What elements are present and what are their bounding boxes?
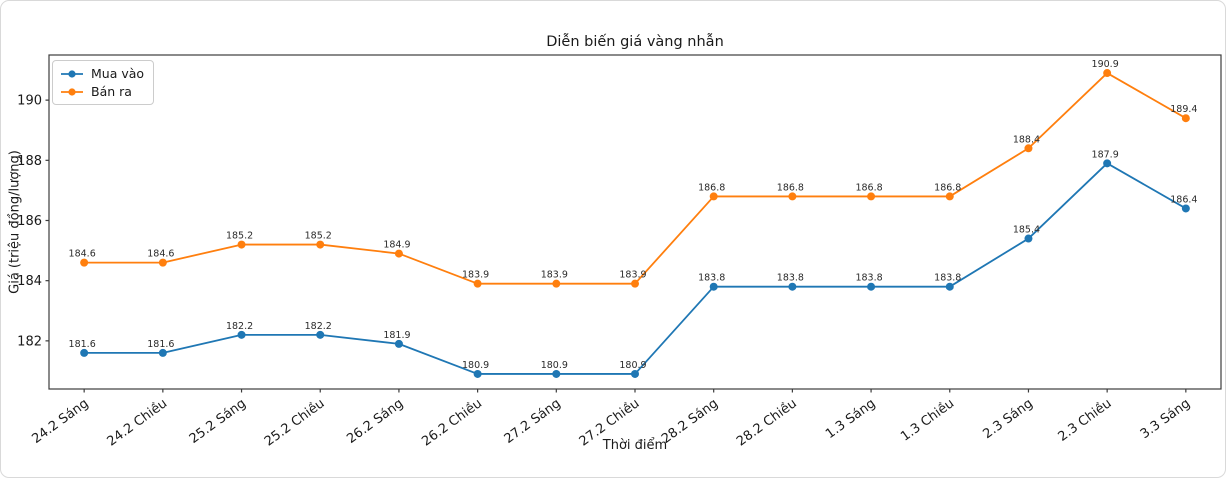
series-line-mua-vào bbox=[84, 162, 1187, 375]
data-point-label: 186.8 bbox=[698, 182, 725, 193]
legend-marker-buy-icon bbox=[61, 69, 83, 78]
data-point bbox=[788, 282, 797, 291]
data-point-label: 183.8 bbox=[855, 273, 882, 284]
legend-item-sell: Bán ra bbox=[60, 84, 144, 99]
data-point bbox=[631, 369, 639, 378]
data-point bbox=[631, 279, 639, 288]
y-tick-label: 182 bbox=[17, 334, 42, 349]
data-point-label: 183.8 bbox=[777, 273, 804, 284]
data-point-label: 183.9 bbox=[541, 270, 568, 281]
data-point bbox=[237, 330, 246, 339]
data-point-label: 189.4 bbox=[1170, 104, 1197, 115]
data-point bbox=[80, 348, 89, 357]
data-point bbox=[1024, 234, 1033, 243]
data-point bbox=[316, 330, 325, 339]
data-point-label: 182.2 bbox=[305, 321, 332, 332]
data-point-label: 183.8 bbox=[934, 273, 961, 284]
x-axis-label: Thời điểm bbox=[602, 438, 668, 453]
data-point-label: 184.9 bbox=[383, 240, 410, 251]
data-point bbox=[1103, 159, 1112, 168]
data-point bbox=[1024, 144, 1033, 153]
data-point-label: 181.6 bbox=[69, 339, 96, 350]
data-point-label: 186.8 bbox=[934, 182, 961, 193]
data-point bbox=[158, 258, 167, 267]
data-point bbox=[552, 279, 561, 288]
data-point-label: 190.9 bbox=[1092, 59, 1119, 70]
legend-item-buy: Mua vào bbox=[60, 66, 144, 81]
data-point bbox=[867, 192, 876, 201]
x-tick-label: 1.3 Sáng bbox=[823, 396, 878, 442]
data-point-label: 180.9 bbox=[462, 360, 489, 371]
data-point bbox=[1103, 69, 1112, 78]
data-point bbox=[394, 249, 403, 258]
data-point-label: 182.2 bbox=[226, 321, 253, 332]
data-point bbox=[237, 240, 246, 249]
data-point-label: 186.4 bbox=[1170, 194, 1197, 205]
data-point-label: 181.6 bbox=[147, 339, 174, 350]
data-point-label: 184.6 bbox=[147, 249, 174, 260]
data-point-label: 181.9 bbox=[383, 330, 410, 341]
data-point-label: 185.4 bbox=[1013, 225, 1040, 236]
data-point bbox=[709, 282, 718, 291]
data-point-label: 183.8 bbox=[698, 273, 725, 284]
data-point bbox=[1181, 204, 1190, 213]
data-point bbox=[158, 348, 167, 357]
legend-label-buy: Mua vào bbox=[91, 66, 145, 81]
data-point bbox=[945, 192, 954, 201]
data-point-label: 184.6 bbox=[69, 249, 96, 260]
data-point-label: 186.8 bbox=[855, 182, 882, 193]
data-point-label: 183.9 bbox=[462, 270, 489, 281]
data-point-label: 180.9 bbox=[541, 360, 568, 371]
x-tick-label: 3.3 Sáng bbox=[1138, 396, 1193, 442]
data-point bbox=[867, 282, 876, 291]
data-point bbox=[709, 192, 718, 201]
data-point-label: 185.2 bbox=[305, 231, 332, 242]
series-line-bán-ra bbox=[84, 72, 1187, 285]
x-tick-label: 2.3 Sáng bbox=[980, 396, 1035, 442]
data-point bbox=[1181, 114, 1190, 123]
data-point-label: 187.9 bbox=[1092, 149, 1119, 160]
legend: Mua vào Bán ra bbox=[52, 60, 155, 105]
legend-label-sell: Bán ra bbox=[91, 84, 132, 99]
y-tick-label: 186 bbox=[17, 214, 42, 229]
data-point bbox=[788, 192, 797, 201]
data-point-label: 180.9 bbox=[619, 360, 646, 371]
y-axis-label: Giá (triệu đồng/lượng) bbox=[7, 150, 23, 294]
data-point-label: 185.2 bbox=[226, 231, 253, 242]
data-point bbox=[473, 279, 482, 288]
data-point bbox=[394, 339, 403, 348]
data-point-label: 186.8 bbox=[777, 182, 804, 193]
legend-marker-sell-icon bbox=[61, 87, 83, 96]
data-point bbox=[80, 258, 89, 267]
data-point bbox=[316, 240, 325, 249]
data-point-label: 188.4 bbox=[1013, 134, 1040, 145]
y-tick-label: 188 bbox=[17, 154, 42, 169]
data-point bbox=[473, 369, 482, 378]
data-point bbox=[945, 282, 954, 291]
y-tick-label: 190 bbox=[17, 94, 42, 109]
data-point-label: 183.9 bbox=[619, 270, 646, 281]
y-tick-label: 184 bbox=[17, 274, 42, 289]
data-point bbox=[552, 369, 561, 378]
